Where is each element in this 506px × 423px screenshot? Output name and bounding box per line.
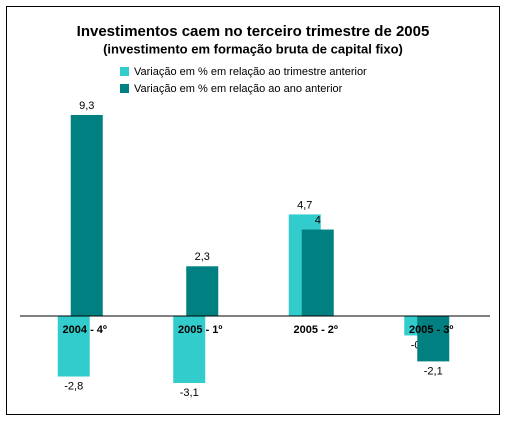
chart-title: Investimentos caem no terceiro trimestre… xyxy=(77,23,430,40)
chart-border xyxy=(6,6,500,415)
bar xyxy=(417,316,450,362)
value-label: 4,7 xyxy=(297,199,312,211)
bar xyxy=(173,316,206,383)
bar xyxy=(301,229,334,316)
chart-subtitle: (investimento em formação bruta de capit… xyxy=(103,41,403,56)
value-label: 9,3 xyxy=(79,100,94,112)
legend-swatch xyxy=(120,67,129,76)
category-label: 2005 - 3º xyxy=(409,324,453,336)
legend-swatch xyxy=(120,84,129,93)
bar xyxy=(186,266,219,316)
bar xyxy=(70,115,103,316)
value-label: -2,1 xyxy=(424,365,443,377)
legend-label: Variação em % em relação ao ano anterior xyxy=(134,83,343,95)
value-label: 4 xyxy=(315,214,321,226)
value-label: -3,1 xyxy=(180,387,199,399)
category-label: 2005 - 1º xyxy=(178,324,222,336)
value-label: 2,3 xyxy=(195,251,210,263)
value-label: -2,8 xyxy=(64,380,83,392)
bar xyxy=(57,316,90,377)
category-label: 2005 - 2º xyxy=(294,324,338,336)
legend-label: Variação em % em relação ao trimestre an… xyxy=(134,66,367,78)
category-label: 2004 - 4º xyxy=(63,324,107,336)
